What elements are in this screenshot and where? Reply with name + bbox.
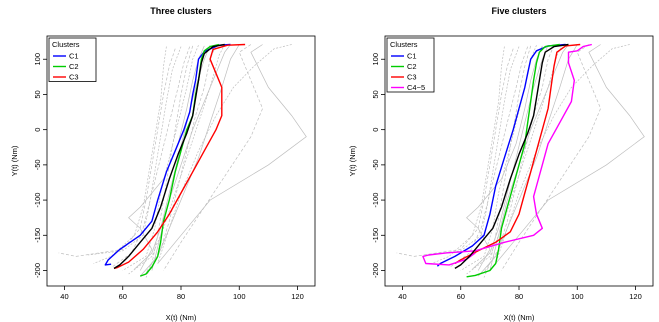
panel-three-clusters: Three clusters 40 60 80 100 120 -200 -150 -100… — [10, 6, 316, 322]
legend-label: C2 — [407, 62, 417, 71]
series-line-c2 — [139, 43, 220, 277]
background-trajectory — [466, 45, 543, 271]
background-trajectory — [495, 44, 630, 264]
x-tick-label: 40 — [60, 292, 68, 301]
y-tick-label: -200 — [371, 263, 380, 278]
y-tick-label: 100 — [33, 53, 42, 66]
background-trajectory — [396, 48, 514, 257]
background-trajectory — [134, 45, 211, 270]
x-tick-label: 60 — [457, 292, 465, 301]
y-tick-label: -150 — [371, 228, 380, 243]
y-axis: -200 -150 -100 -50 0 50 100 — [33, 53, 47, 278]
x-tick-label: 120 — [291, 292, 304, 301]
background-trajectory — [477, 44, 578, 277]
legend-label: C3 — [407, 73, 417, 82]
background-trajectory — [145, 45, 217, 273]
background-trajectory — [157, 44, 292, 264]
x-axis: 40 60 80 100 120 — [60, 286, 304, 301]
x-axis-label: X(t) (Nm) — [504, 313, 535, 322]
cluster-curves — [104, 43, 246, 277]
y-tick-label: -50 — [371, 159, 380, 170]
legend-box — [386, 37, 435, 93]
background-trajectory — [495, 44, 645, 264]
series-line-c2 — [466, 43, 560, 278]
legend-label: C4−5 — [407, 83, 425, 92]
series-line-overall — [454, 43, 569, 269]
series-line-c3 — [454, 43, 581, 265]
background-trajectory — [483, 45, 532, 278]
series-line-overall — [113, 43, 225, 269]
y-tick-label: -100 — [371, 193, 380, 208]
cluster-curves — [422, 43, 592, 278]
y-axis-label: Y(t) (Nm) — [348, 145, 357, 176]
x-tick-label: 100 — [571, 292, 584, 301]
background-trajectory — [163, 44, 263, 271]
y-tick-label: 50 — [33, 90, 42, 98]
background-trajectory — [425, 46, 520, 256]
background-trajectory — [501, 44, 601, 271]
legend-title: Clusters — [52, 40, 80, 49]
legend-label: C3 — [69, 73, 79, 82]
background-trajectory — [87, 46, 182, 256]
series-line-c1 — [104, 43, 231, 266]
x-tick-label: 40 — [398, 292, 406, 301]
x-tick-label: 80 — [177, 292, 185, 301]
legend-label: C1 — [69, 52, 79, 61]
panel-five-clusters: Five clusters 40 60 80 100 120 -200-150-100-… — [348, 6, 654, 322]
legend-label: C2 — [69, 62, 79, 71]
background-trajectory — [139, 44, 240, 277]
x-tick-label: 60 — [119, 292, 127, 301]
series-line-c3 — [113, 43, 246, 270]
y-axis: -200 -150 -100 -50 0 50 100 — [371, 53, 385, 278]
background-trajectory — [472, 45, 549, 270]
legend-box — [48, 37, 97, 82]
background-trajectory — [466, 44, 564, 275]
x-tick-label: 120 — [629, 292, 642, 301]
background-trajectory — [483, 45, 555, 273]
background-trajectory — [489, 44, 569, 271]
y-tick-label: -50 — [33, 159, 42, 170]
background-trajectory — [431, 46, 505, 264]
x-tick-label: 80 — [515, 292, 523, 301]
legend-label: C1 — [407, 52, 417, 61]
y-tick-label: 0 — [371, 128, 380, 132]
y-tick-label: -150 — [33, 228, 42, 243]
background-trajectory — [93, 46, 167, 264]
chart-title: Five clusters — [491, 6, 546, 16]
y-tick-label: -200 — [33, 263, 42, 278]
series-line-c4-5 — [422, 43, 592, 266]
y-axis-label: Y(t) (Nm) — [10, 145, 19, 176]
x-axis: 40 60 80 100 120 — [398, 286, 642, 301]
background-trajectory — [157, 44, 307, 264]
y-tick-label: 100 — [371, 53, 380, 66]
y-tick-label: -100 — [33, 193, 42, 208]
y-tick-label: 0 — [33, 128, 42, 132]
background-trajectory — [122, 45, 199, 271]
x-tick-label: 100 — [233, 292, 246, 301]
background-trajectory — [110, 46, 191, 268]
background-trajectory — [58, 48, 176, 257]
background-trajectory — [128, 44, 226, 275]
chart-title: Three clusters — [150, 6, 212, 16]
legend-title: Clusters — [390, 40, 418, 49]
y-tick-label: 50 — [371, 90, 380, 98]
x-axis-label: X(t) (Nm) — [166, 313, 197, 322]
